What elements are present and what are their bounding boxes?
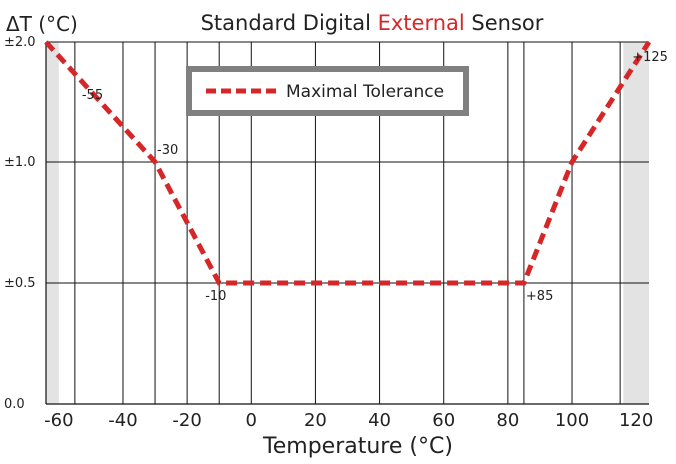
- x-tick-label: 40: [368, 410, 391, 431]
- tick-labels: -60 -40 -20 0 20 40 60 80 100 120 0.0 ±0.5 ±1.0 ±2.0: [4, 35, 653, 431]
- annotation-label: -30: [157, 143, 178, 158]
- chart-title: Standard Digital External Sensor: [201, 11, 544, 35]
- legend: Maximal Tolerance: [186, 66, 469, 116]
- y-tick-label: ±2.0: [4, 35, 36, 50]
- legend-label: Maximal Tolerance: [286, 82, 444, 102]
- title-segment: External: [378, 11, 465, 35]
- series-line-0: [44, 40, 652, 286]
- annotation-label: +85: [526, 289, 553, 304]
- series-lines: [44, 40, 652, 286]
- x-axis-label: Temperature (°C): [262, 434, 453, 459]
- shaded-range-0: [46, 42, 59, 404]
- annotation-label: -55: [82, 88, 103, 103]
- annotations: -55 -30 -10 +85 +125: [82, 50, 668, 304]
- x-tick-label: 80: [496, 410, 519, 431]
- title-segment: Standard Digital: [201, 11, 378, 35]
- y-axis-label: ΔT (°C): [6, 12, 78, 36]
- legend-box: [186, 66, 469, 116]
- shaded-regions: [46, 42, 649, 404]
- x-tick-label: -40: [108, 410, 137, 431]
- x-tick-label: 0: [246, 410, 257, 431]
- shaded-range-1: [623, 42, 649, 404]
- title-segment: Sensor: [465, 11, 544, 35]
- x-tick-label: 60: [432, 410, 455, 431]
- x-tick-label: 120: [619, 410, 653, 431]
- x-tick-label: -20: [172, 410, 201, 431]
- y-tick-label: ±1.0: [4, 155, 36, 170]
- y-tick-label: ±0.5: [4, 276, 36, 291]
- x-tick-label: -60: [44, 410, 73, 431]
- axes: [45, 42, 649, 405]
- annotation-label: -10: [205, 289, 226, 304]
- annotation-label: +125: [632, 50, 668, 65]
- y-tick-label: 0.0: [4, 397, 25, 412]
- x-tick-label: 100: [555, 410, 589, 431]
- x-tick-label: 20: [304, 410, 327, 431]
